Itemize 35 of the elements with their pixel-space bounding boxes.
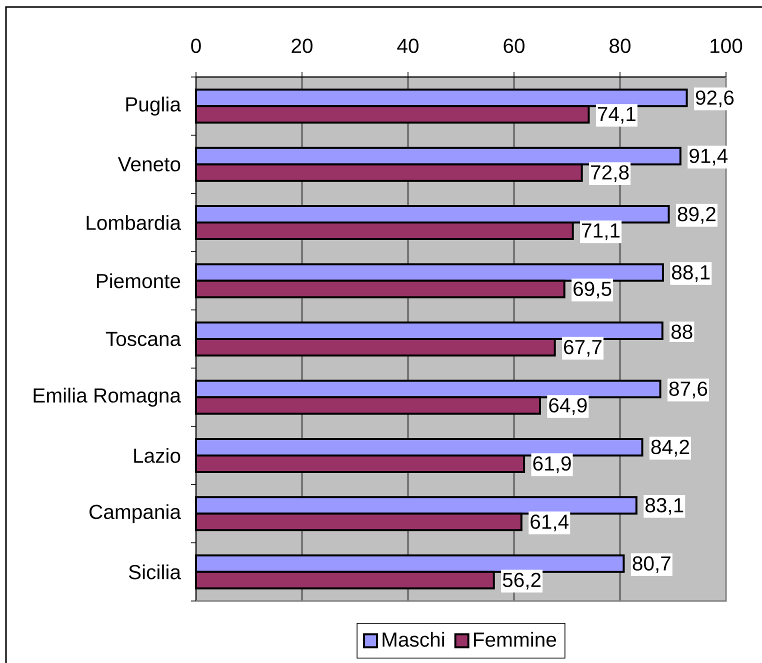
data-label: 91,4 <box>690 148 728 166</box>
data-label: 69,5 <box>574 282 612 298</box>
data-label: 88 <box>671 324 692 339</box>
data-label: 72,8 <box>591 165 629 182</box>
x-tick-label: 80 <box>610 38 631 54</box>
data-label: 64,9 <box>549 398 587 415</box>
y-tick-label: Sicilia <box>128 564 182 580</box>
y-tick-label: Emilia Romagna <box>34 388 181 407</box>
data-label: 84,2 <box>651 440 689 457</box>
x-tick-label: 100 <box>710 38 742 54</box>
y-tick-label: Toscana <box>106 332 182 346</box>
data-label: 87,6 <box>669 382 708 398</box>
data-label: 74,1 <box>598 107 636 124</box>
y-tick-label: Lombardia <box>86 215 182 230</box>
y-tick-label: Campania <box>90 504 182 524</box>
data-label: 92,6 <box>696 90 734 108</box>
legend-label: Maschi <box>382 632 444 647</box>
x-tick-label: 20 <box>292 38 312 54</box>
y-tick-label: Puglia <box>126 96 182 116</box>
data-label: 80,7 <box>632 556 670 574</box>
data-label: 88,1 <box>672 265 710 282</box>
data-label: 61,9 <box>533 456 571 474</box>
y-tick-label: Piemonte <box>96 273 180 288</box>
data-label: 67,7 <box>564 340 602 357</box>
data-label: 56,2 <box>502 572 541 590</box>
y-tick-label: Lazio <box>134 448 180 463</box>
legend-label: Femmine <box>474 632 556 647</box>
x-tick-label: 0 <box>191 38 201 54</box>
data-label: 89,2 <box>678 206 716 224</box>
x-tick-label: 40 <box>397 38 418 54</box>
data-label: 83,1 <box>646 498 684 515</box>
x-tick-label: 60 <box>504 38 524 54</box>
y-tick-label: Veneto <box>118 157 180 172</box>
data-label: 61,4 <box>530 514 569 532</box>
data-label: 71,1 <box>582 224 620 240</box>
